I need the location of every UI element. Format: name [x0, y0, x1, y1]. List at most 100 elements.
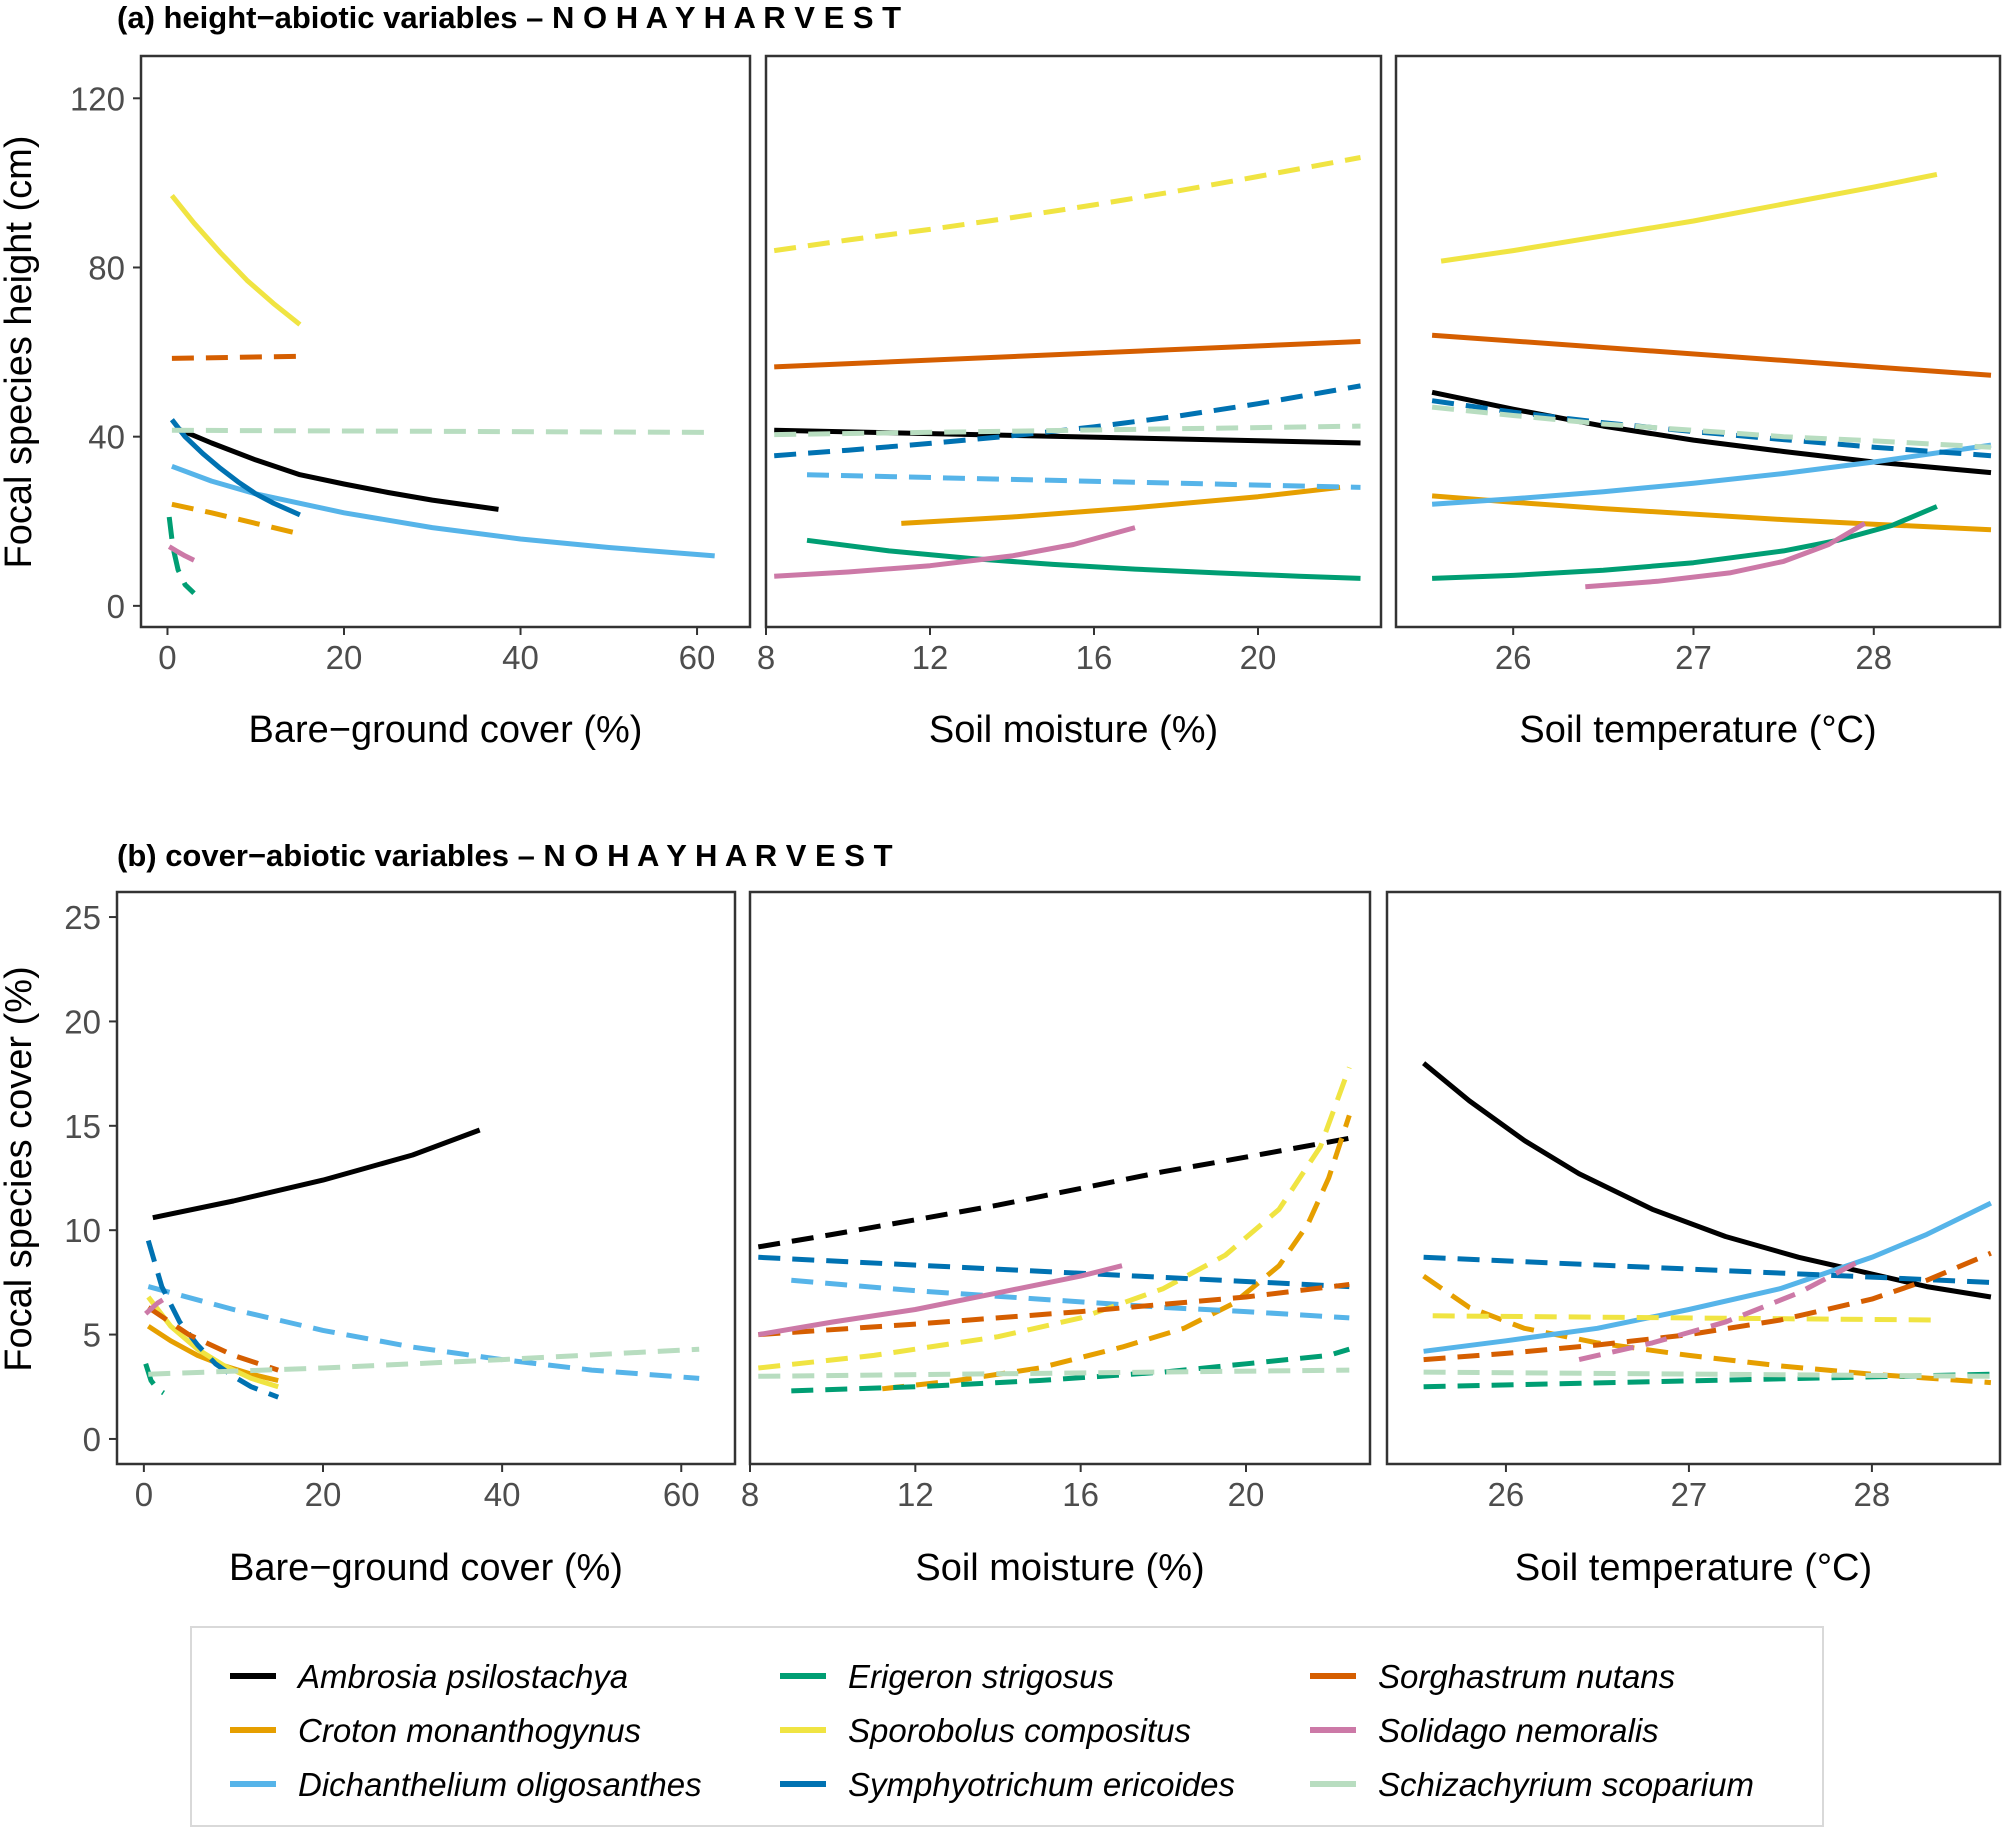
x-tick-label: 20 — [305, 1476, 342, 1513]
series-line-dichanthelium-solid — [1431, 442, 1992, 507]
x-tick-label: 27 — [1671, 1476, 1708, 1513]
y-tick-label: 5 — [83, 1317, 101, 1354]
x-tick-label: 26 — [1488, 1476, 1525, 1513]
legend-item-croton: Croton monanthogynus — [230, 1712, 641, 1749]
x-tick-label: 12 — [897, 1476, 934, 1513]
panel-a-1: 0 20 40 60 Bare−ground cover (%) — [139, 54, 752, 751]
panel-background — [766, 56, 1381, 627]
series-line-sporobolus-solid — [1440, 171, 1938, 264]
series-line-sorghastrum-dashed — [1423, 1250, 1992, 1363]
x-tick-label: 8 — [741, 1476, 759, 1513]
x-tick-label: 16 — [1062, 1476, 1099, 1513]
panel-b-2: 8 12 16 20 Soil moisture (%) — [741, 890, 1372, 1589]
y-tick-label: 80 — [88, 249, 125, 286]
series-line-dichanthelium-dashed — [791, 1277, 1350, 1321]
x-axis-label: Soil temperature (°C) — [1515, 1547, 1872, 1589]
series-line-solidago-solid — [774, 525, 1136, 579]
series-line-symphyotrichum-dashed — [758, 1254, 1350, 1290]
series-line-ambrosia-solid — [175, 425, 499, 512]
legend-item-schizachyrium: Schizachyrium scoparium — [1310, 1766, 1754, 1803]
panel-b-group: (b) cover−abiotic variables – N O H A Y … — [0, 838, 893, 1372]
legend-item-solidago: Solidago nemoralis — [1310, 1712, 1659, 1749]
y-tick-label: 0 — [83, 1421, 101, 1458]
x-axis-label: Bare−ground cover (%) — [229, 1547, 623, 1589]
panel-background — [117, 892, 735, 1464]
y-tick-label: 20 — [64, 1003, 101, 1040]
series-line-solidago-dashed — [1578, 1257, 1864, 1363]
panel-background — [141, 56, 750, 627]
series-group — [757, 1066, 1352, 1394]
panel-border — [748, 890, 1372, 1466]
x-tick-label: 12 — [912, 639, 949, 676]
series-line-sporobolus-dashed — [1432, 1313, 1937, 1323]
legend-item-symphyotrichum: Symphyotrichum ericoides — [780, 1766, 1235, 1803]
series-line-symphyotrichum-dashed — [1431, 398, 1992, 459]
x-tick-label: 28 — [1854, 1476, 1891, 1513]
x-axis-label: Bare−ground cover (%) — [249, 709, 643, 751]
x-tick-label: 20 — [1228, 1476, 1265, 1513]
panel-a-title: (a) height−abiotic variables – N O H A Y… — [117, 0, 901, 35]
series-line-sporobolus-solid — [169, 194, 302, 327]
series-line-sporobolus-dashed — [773, 155, 1361, 254]
series-line-schizachyrium-dashed — [148, 1346, 700, 1377]
panel-border — [1394, 54, 2002, 629]
series-line-croton-dashed — [1422, 1274, 1992, 1386]
panel-border — [764, 54, 1383, 629]
legend-item-dichanthelium: Dichanthelium oligosanthes — [230, 1766, 702, 1803]
panel-b-1: 0 20 40 60 Bare−ground cover (%) — [115, 890, 737, 1589]
x-tick-label: 27 — [1675, 639, 1712, 676]
x-tick-label: 40 — [484, 1476, 521, 1513]
legend-item-sorghastrum: Sorghastrum nutans — [1310, 1658, 1675, 1695]
series-line-sporobolus-solid — [146, 1295, 279, 1390]
legend-label: Symphyotrichum ericoides — [848, 1766, 1235, 1803]
panel-a-2: 8 12 16 20 Soil moisture (%) — [757, 54, 1383, 751]
series-line-sorghastrum-dashed — [758, 1282, 1350, 1338]
series-line-sporobolus-dashed — [758, 1066, 1352, 1371]
series-line-erigeron-dashed — [1423, 1371, 1991, 1390]
series-line-schizachyrium-dashed — [1431, 404, 1992, 450]
series-group — [1431, 171, 1992, 590]
y-tick-label: 0 — [107, 588, 125, 625]
series-line-croton-dashed — [171, 501, 301, 537]
panel-a-3: 26 27 28 Soil temperature (°C) — [1394, 54, 2002, 751]
series-line-ambrosia-solid — [152, 1127, 481, 1221]
series-line-dichanthelium-solid — [171, 463, 715, 559]
series-line-solidago-dashed — [144, 1292, 173, 1316]
series-line-solidago-solid — [757, 1263, 1123, 1338]
series-line-croton-solid — [901, 484, 1341, 526]
legend-label: Dichanthelium oligosanthes — [298, 1766, 702, 1803]
legend-label: Croton monanthogynus — [298, 1712, 641, 1749]
legend-label: Schizachyrium scoparium — [1378, 1766, 1754, 1803]
y-tick-label: 25 — [64, 899, 101, 936]
panel-border — [139, 54, 752, 629]
series-group — [773, 155, 1361, 581]
series-line-schizachyrium-dashed — [758, 1367, 1350, 1379]
series-line-solidago-solid — [1585, 521, 1867, 590]
y-tick-label: 10 — [64, 1212, 101, 1249]
x-tick-label: 20 — [326, 639, 363, 676]
series-group — [1422, 1061, 1992, 1390]
series-line-schizachyrium-dashed — [1423, 1369, 1991, 1379]
x-tick-label: 16 — [1076, 639, 1113, 676]
series-line-dichanthelium-solid — [1423, 1200, 1992, 1354]
legend-item-ambrosia: Ambrosia psilostachya — [230, 1658, 628, 1695]
series-line-schizachyrium-dashed — [171, 427, 715, 435]
legend-item-sporobolus: Sporobolus compositus — [780, 1712, 1191, 1749]
legend-label: Sporobolus compositus — [848, 1712, 1191, 1749]
y-tick-label: 40 — [88, 419, 125, 456]
legend-label: Sorghastrum nutans — [1378, 1658, 1675, 1695]
panel-a-y-axis-label: Focal species height (cm) — [0, 136, 40, 569]
x-tick-label: 20 — [1240, 639, 1277, 676]
y-tick-label: 120 — [70, 80, 125, 117]
series-line-erigeron-solid — [806, 537, 1361, 581]
x-tick-label: 60 — [663, 1476, 700, 1513]
legend-label: Erigeron strigosus — [848, 1658, 1114, 1695]
y-tick-label: 15 — [64, 1108, 101, 1145]
legend-items: Ambrosia psilostachya Croton monanthogynu… — [230, 1658, 1754, 1803]
series-line-sorghastrum-solid — [774, 339, 1361, 370]
legend-box — [190, 1626, 1824, 1827]
series-line-sorghastrum-dashed — [171, 353, 300, 361]
series-line-sorghastrum-solid — [1431, 332, 1992, 378]
